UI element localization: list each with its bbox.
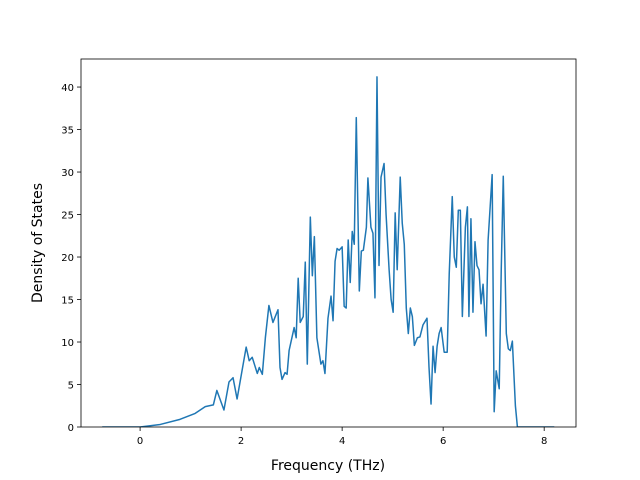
y-tick-label: 35	[61, 126, 74, 137]
x-tick-label: 6	[440, 436, 446, 447]
y-tick-label: 5	[68, 381, 74, 392]
x-tick-label: 2	[238, 436, 244, 447]
x-tick-label: 4	[339, 436, 345, 447]
y-tick-label: 10	[61, 338, 74, 349]
y-tick-label: 15	[61, 296, 74, 307]
data-line	[102, 76, 555, 427]
x-tick-label: 8	[541, 436, 547, 447]
y-tick-label: 20	[61, 253, 74, 264]
y-tick-label: 25	[61, 211, 74, 222]
y-axis-label: Density of States	[30, 183, 46, 303]
plot-frame	[80, 58, 577, 428]
y-tick-label: 30	[61, 168, 74, 179]
y-tick-label: 0	[68, 423, 74, 434]
y-tick-label: 40	[61, 83, 74, 94]
x-axis-label: Frequency (THz)	[271, 458, 385, 474]
x-tick-label: 0	[137, 436, 143, 447]
